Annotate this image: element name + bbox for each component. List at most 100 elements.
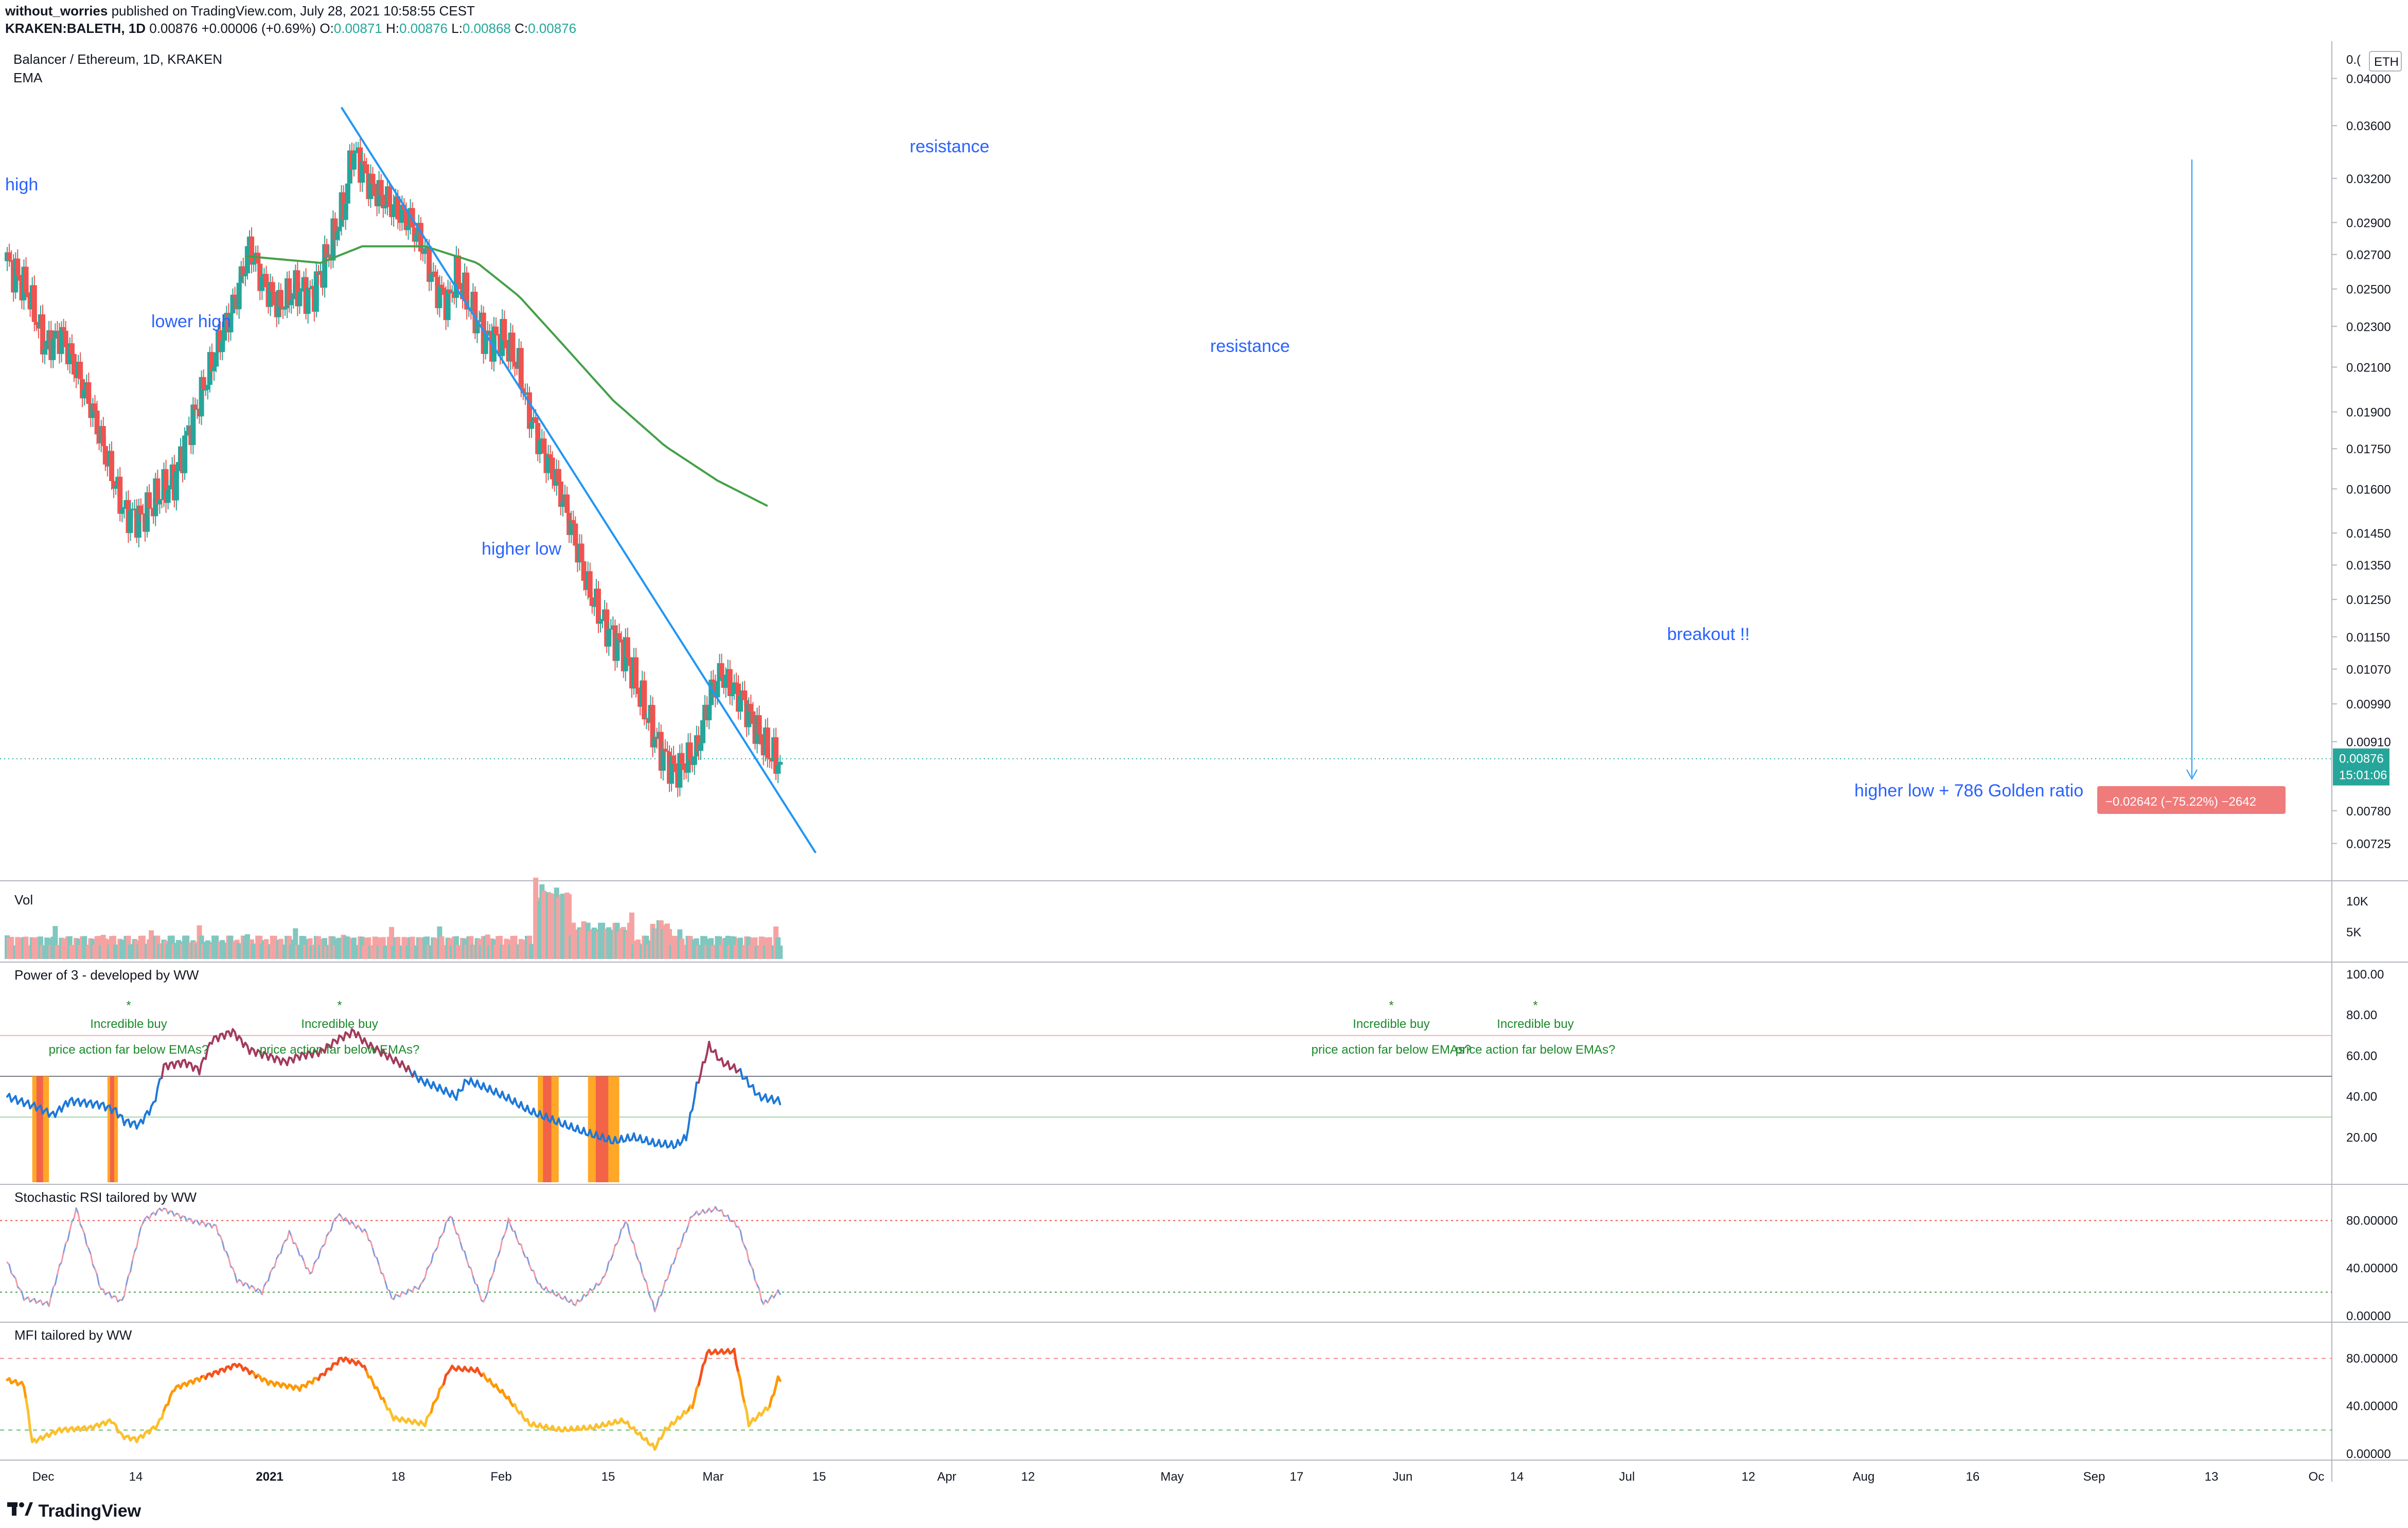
candle bbox=[15, 258, 21, 275]
mfi-line bbox=[423, 1416, 429, 1428]
candle bbox=[698, 743, 703, 751]
p3-line bbox=[488, 1085, 493, 1093]
p3-line bbox=[298, 1051, 303, 1061]
candle bbox=[40, 314, 46, 354]
candle bbox=[662, 749, 668, 751]
srsi-line bbox=[616, 1237, 621, 1245]
srsi-line bbox=[48, 1295, 52, 1307]
mfi-line bbox=[160, 1409, 165, 1420]
srsi-line bbox=[63, 1242, 67, 1253]
srsi-line bbox=[472, 1275, 476, 1285]
srsi-line bbox=[225, 1251, 229, 1259]
time-tick-label-15: 12 bbox=[1742, 1470, 1756, 1484]
mfi-line bbox=[697, 1375, 702, 1387]
p3-annotation-9: * bbox=[1533, 999, 1537, 1012]
candle bbox=[458, 282, 464, 290]
candle bbox=[633, 657, 639, 688]
p3-line bbox=[670, 1140, 675, 1149]
candle bbox=[642, 680, 647, 720]
price-tick-label-13: 0.01250 bbox=[2346, 593, 2391, 607]
srsi-line bbox=[654, 1305, 658, 1312]
srsi-line bbox=[303, 1260, 307, 1269]
srsi-line bbox=[552, 1289, 556, 1295]
time-axis[interactable]: Dec 14 2021 18 Feb 15 Mar 15 Apr 12 May 17 Jun 14 Jul 1… bbox=[32, 1470, 2325, 1484]
p3-line bbox=[570, 1122, 575, 1131]
open-label: O: bbox=[320, 21, 334, 36]
candle bbox=[297, 291, 303, 307]
candle bbox=[175, 462, 181, 471]
srsi-line bbox=[520, 1243, 524, 1253]
candle bbox=[606, 629, 612, 647]
srsi-line bbox=[503, 1228, 507, 1236]
candle bbox=[9, 260, 14, 262]
candle bbox=[464, 272, 470, 310]
srsi-line bbox=[497, 1249, 501, 1257]
p3-line bbox=[210, 1035, 215, 1045]
price-tick-label-9: 0.01750 bbox=[2346, 442, 2391, 456]
candle bbox=[746, 704, 752, 727]
srsi-line bbox=[418, 1283, 422, 1290]
p3-line bbox=[179, 1059, 184, 1068]
srsi-line bbox=[606, 1260, 610, 1271]
srsi-line bbox=[424, 1268, 428, 1279]
p3-signal-core-2 bbox=[543, 1076, 552, 1182]
mfi-line bbox=[22, 1385, 28, 1400]
p3-line bbox=[691, 1096, 696, 1111]
srsi-line bbox=[535, 1277, 539, 1284]
p3-line bbox=[462, 1078, 466, 1091]
srsi-line bbox=[234, 1273, 238, 1284]
candle bbox=[679, 753, 685, 763]
srsi-legend-label: Stochastic RSI tailored by WW bbox=[14, 1189, 197, 1205]
candle bbox=[138, 505, 144, 514]
time-tick-label-14: Jul bbox=[1619, 1470, 1635, 1484]
time-tick-label-0: Dec bbox=[32, 1470, 55, 1484]
srsi-line bbox=[564, 1295, 568, 1302]
mfi-line bbox=[430, 1401, 435, 1414]
candle bbox=[128, 510, 133, 534]
candle bbox=[259, 276, 265, 291]
price-range-label: −0.02642 (−75.22%) −2642 bbox=[2105, 795, 2256, 809]
low-value: 0.00868 bbox=[462, 21, 511, 36]
srsi-line bbox=[232, 1267, 236, 1275]
srsi-line bbox=[307, 1267, 311, 1275]
volume-bar bbox=[629, 912, 634, 959]
candle bbox=[671, 755, 677, 763]
p3-line bbox=[614, 1136, 618, 1144]
price-tick-label-19: 0.00725 bbox=[2346, 837, 2391, 851]
srsi-line bbox=[746, 1249, 750, 1262]
candle bbox=[78, 362, 83, 379]
srsi-line bbox=[67, 1229, 71, 1241]
mfi-line bbox=[693, 1387, 698, 1400]
srsi-line bbox=[136, 1235, 140, 1248]
candle bbox=[353, 150, 359, 153]
srsi-line bbox=[294, 1242, 298, 1250]
p3-annotation-5: price action far below EMAs? bbox=[260, 1043, 420, 1057]
candle bbox=[608, 628, 614, 630]
mfi-line bbox=[699, 1364, 704, 1378]
resistance-trendline bbox=[340, 106, 817, 854]
srsi-line bbox=[384, 1281, 388, 1290]
srsi-line bbox=[27, 1296, 31, 1303]
p3-line bbox=[699, 1061, 704, 1075]
srsi-line bbox=[627, 1223, 631, 1236]
srsi-line bbox=[639, 1262, 643, 1274]
p3-line bbox=[608, 1135, 612, 1144]
srsi-line bbox=[662, 1280, 666, 1290]
srsi-line bbox=[679, 1240, 683, 1249]
p3-line bbox=[317, 1047, 322, 1057]
price-pane[interactable]: Balancer / Ethereum, 1D, KRAKEN EMA 0.0400… bbox=[0, 51, 2402, 854]
candle bbox=[240, 266, 246, 276]
p3-line bbox=[198, 1062, 203, 1076]
candle bbox=[147, 492, 152, 508]
candle bbox=[474, 320, 480, 333]
author-name[interactable]: without_worries bbox=[5, 3, 108, 19]
srsi-line bbox=[612, 1244, 616, 1255]
candle bbox=[533, 417, 539, 423]
srsi-tick-label-0: 80.00000 bbox=[2346, 1214, 2398, 1228]
srsi-line bbox=[140, 1222, 144, 1228]
time-tick-label-2: 2021 bbox=[256, 1470, 283, 1484]
candle bbox=[618, 639, 624, 643]
candle bbox=[748, 704, 754, 712]
candle bbox=[370, 173, 376, 184]
